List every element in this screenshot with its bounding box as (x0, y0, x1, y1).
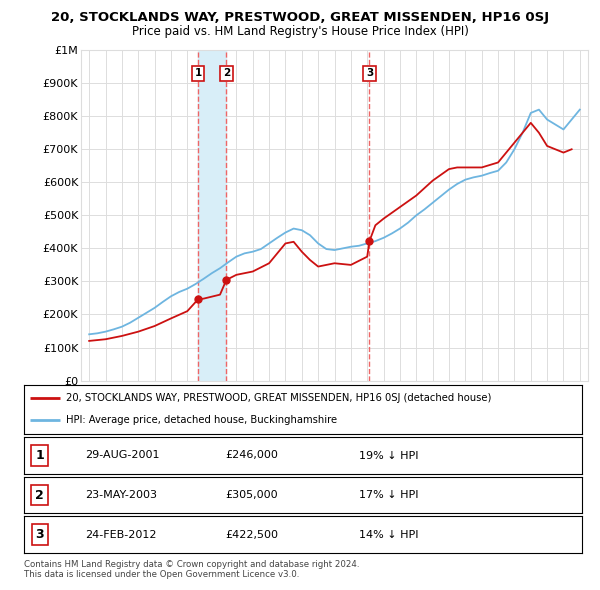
Text: £246,000: £246,000 (225, 451, 278, 460)
Bar (198, 50, 226, 381)
Text: Price paid vs. HM Land Registry's House Price Index (HPI): Price paid vs. HM Land Registry's House … (131, 25, 469, 38)
Text: 19% ↓ HPI: 19% ↓ HPI (359, 451, 418, 460)
Text: 24-FEB-2012: 24-FEB-2012 (85, 530, 157, 539)
Text: 20, STOCKLANDS WAY, PRESTWOOD, GREAT MISSENDEN, HP16 0SJ (detached house): 20, STOCKLANDS WAY, PRESTWOOD, GREAT MIS… (66, 393, 491, 403)
Text: 3: 3 (35, 528, 44, 541)
Text: 2: 2 (223, 68, 230, 78)
Text: 2: 2 (35, 489, 44, 502)
Text: £422,500: £422,500 (225, 530, 278, 539)
Text: 1: 1 (194, 68, 202, 78)
Text: 29-AUG-2001: 29-AUG-2001 (85, 451, 160, 460)
Text: 1: 1 (35, 449, 44, 462)
Text: Contains HM Land Registry data © Crown copyright and database right 2024.: Contains HM Land Registry data © Crown c… (24, 560, 359, 569)
Text: 23-MAY-2003: 23-MAY-2003 (85, 490, 157, 500)
Text: 17% ↓ HPI: 17% ↓ HPI (359, 490, 418, 500)
Text: 14% ↓ HPI: 14% ↓ HPI (359, 530, 418, 539)
Text: This data is licensed under the Open Government Licence v3.0.: This data is licensed under the Open Gov… (24, 571, 299, 579)
Text: HPI: Average price, detached house, Buckinghamshire: HPI: Average price, detached house, Buck… (66, 415, 337, 425)
Text: 3: 3 (366, 68, 373, 78)
Text: 20, STOCKLANDS WAY, PRESTWOOD, GREAT MISSENDEN, HP16 0SJ: 20, STOCKLANDS WAY, PRESTWOOD, GREAT MIS… (51, 11, 549, 24)
Text: £305,000: £305,000 (225, 490, 278, 500)
